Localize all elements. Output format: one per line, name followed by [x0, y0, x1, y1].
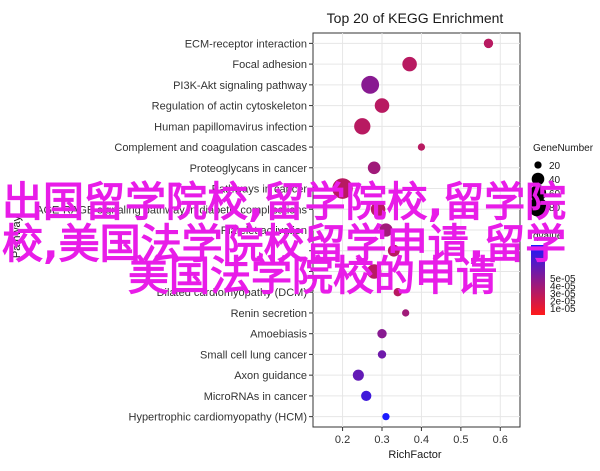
- x-tick-label: 0.2: [335, 434, 350, 446]
- data-point: [374, 98, 390, 113]
- y-axis-label: Pathway: [11, 215, 23, 258]
- data-point: [370, 201, 386, 217]
- qvalue-legend-label: 5e-05: [550, 274, 576, 285]
- qvalue-legend-label: 1e-05: [550, 304, 576, 315]
- y-tick-label: MicroRNAs in cancer: [204, 391, 308, 403]
- gene-number-legend-key: [534, 161, 542, 169]
- gene-number-legend-key: [529, 184, 547, 202]
- y-tick-label: Axon guidance: [234, 370, 307, 382]
- chart-title: Top 20 of KEGG Enrichment: [327, 10, 504, 26]
- gene-number-legend-label: 60: [549, 189, 561, 200]
- data-point: [367, 161, 381, 175]
- data-points: [332, 38, 494, 421]
- data-point: [387, 244, 400, 257]
- qvalue-legend-label: 4e-05: [550, 281, 576, 292]
- y-tick-label: AGE-RAGE signaling pathway in diabetic c…: [36, 204, 307, 216]
- gene-number-legend-key: [531, 172, 545, 186]
- y-tick-label: Focal adhesion: [232, 59, 307, 71]
- y-tick-label: Regulation of actin cytoskeleton: [152, 101, 307, 113]
- gene-number-legend-title: GeneNumber: [533, 143, 594, 154]
- watermark-line: 校,美国法学院校留学申请,留学: [2, 220, 566, 268]
- x-tick-label: 0.3: [374, 434, 389, 446]
- y-tick-label: Renin secretion: [231, 308, 307, 320]
- qvalue-colorbar: [531, 245, 545, 315]
- y-tick-labels: ECM-receptor interaction Focal adhesion PI…: [36, 38, 307, 423]
- gene-number-legend-label: 80: [549, 203, 561, 214]
- x-tick-label: 0.5: [453, 434, 468, 446]
- x-tick-labels: 0.2 0.3 0.4 0.5 0.6: [335, 434, 508, 446]
- data-point: [417, 143, 426, 151]
- qvalue-legend-label: 2e-05: [550, 296, 576, 307]
- watermark-line: 美国法学院校的申请: [128, 252, 497, 300]
- data-point: [332, 178, 353, 199]
- y-tick-label: Complement and coagulation cascades: [114, 142, 307, 154]
- qvalue-legend-title: qvalue: [533, 231, 563, 242]
- gene-number-legend-label: 40: [549, 175, 561, 186]
- gene-number-legend-label: 20: [549, 161, 561, 172]
- y-tick-label: ECM-receptor interaction: [185, 38, 307, 50]
- data-point: [382, 412, 390, 421]
- gene-number-legend: GeneNumber 20 40 60 80: [528, 143, 594, 217]
- data-point: [361, 390, 372, 402]
- y-tick-label: Dilated cardiomyopathy (DCM): [157, 287, 307, 299]
- data-point: [354, 118, 371, 135]
- qvalue-legend-label: 3e-05: [550, 289, 576, 300]
- data-point: [377, 350, 387, 359]
- x-tick-label: 0.4: [414, 434, 429, 446]
- data-point: [379, 223, 393, 237]
- y-tick-label: Small cell lung cancer: [200, 349, 307, 361]
- y-tick-label: Pathways in cancer: [212, 184, 308, 196]
- data-point: [402, 56, 417, 72]
- y-tick-label: Proteoglycans in cancer: [190, 163, 308, 175]
- data-point: [483, 38, 494, 49]
- y-tick-label: Platelet activation: [221, 225, 307, 237]
- gene-number-legend-key: [528, 197, 548, 217]
- x-axis-label: RichFactor: [388, 449, 442, 461]
- data-point: [393, 288, 402, 297]
- x-tick-label: 0.6: [493, 434, 508, 446]
- data-point: [361, 75, 380, 94]
- y-tick-label: Human papillomavirus infection: [154, 121, 307, 133]
- y-tick-label: PI3K-Akt signaling pathway: [173, 80, 307, 92]
- data-point: [402, 309, 410, 317]
- watermark-line: 出国留学院校,留学院校,留学院: [2, 178, 566, 226]
- data-point: [377, 328, 387, 339]
- y-tick-label: Amoebiasis: [250, 329, 307, 341]
- data-point: [352, 369, 364, 381]
- data-point: [366, 264, 382, 279]
- y-tick-label: Hypertrophic cardiomyopathy (HCM): [129, 412, 308, 424]
